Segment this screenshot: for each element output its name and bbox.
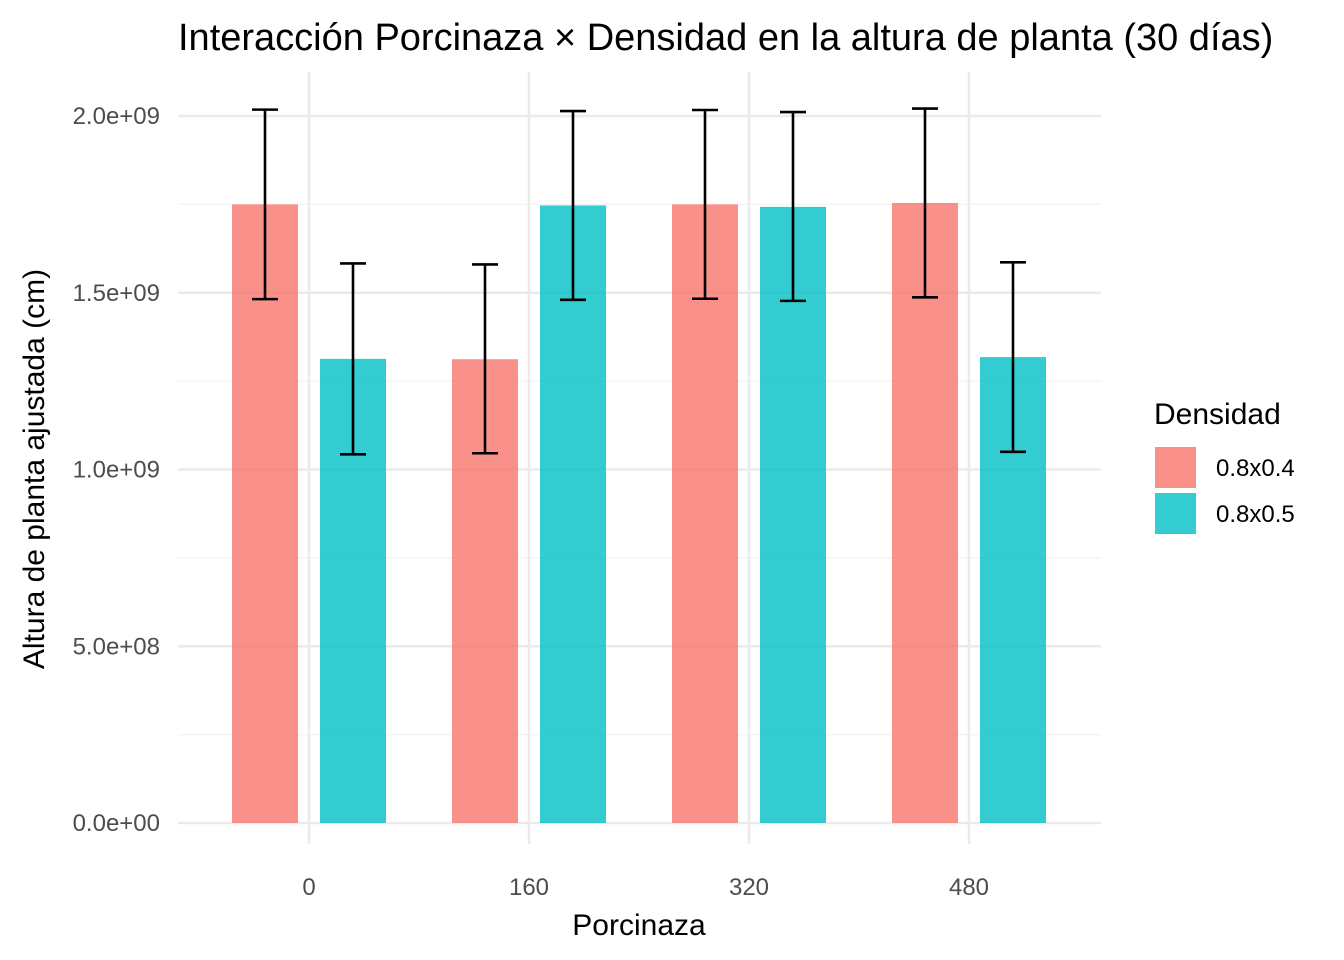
- bar: [760, 206, 826, 824]
- y-tick-label: 0.0e+00: [73, 810, 160, 837]
- legend-title: Densidad: [1154, 398, 1281, 431]
- y-tick-label: 5.0e+08: [73, 633, 160, 660]
- legend-item: 0.8x0.4: [1155, 447, 1295, 488]
- error-bar: [912, 107, 938, 299]
- error-bar: [692, 108, 718, 301]
- bars: [232, 202, 1046, 824]
- y-tick-label: 1.0e+09: [73, 457, 160, 484]
- x-tick-label: 160: [509, 874, 549, 901]
- y-axis-ticks: 0.0e+00 5.0e+08 1.0e+09 1.5e+09 2.0e+09: [73, 103, 160, 837]
- bar: [672, 204, 738, 823]
- legend-swatch: [1155, 493, 1196, 534]
- legend-item: 0.8x0.5: [1155, 493, 1295, 534]
- error-bars: [252, 107, 1026, 456]
- bar: [892, 202, 958, 823]
- x-tick-label: 320: [729, 874, 769, 901]
- error-bar: [252, 108, 278, 301]
- x-axis-ticks: 0 160 320 480: [302, 874, 989, 901]
- bar: [540, 205, 606, 824]
- chart-title: Interacción Porcinaza × Densidad en la a…: [178, 17, 1273, 59]
- x-axis-title: Porcinaza: [572, 909, 706, 942]
- legend: Densidad 0.8x0.4 0.8x0.5: [1154, 398, 1295, 534]
- y-tick-label: 2.0e+09: [73, 103, 160, 130]
- legend-items: 0.8x0.4 0.8x0.5: [1155, 447, 1295, 534]
- legend-swatch: [1155, 447, 1196, 488]
- error-bar: [780, 110, 806, 303]
- y-axis-title: Altura de planta ajustada (cm): [18, 269, 51, 669]
- grid: [178, 72, 1101, 844]
- error-bar: [340, 262, 366, 456]
- error-bar: [472, 263, 498, 455]
- legend-label: 0.8x0.4: [1216, 455, 1295, 482]
- y-tick-label: 1.5e+09: [73, 280, 160, 307]
- legend-label: 0.8x0.5: [1216, 501, 1295, 528]
- error-bar: [560, 109, 586, 302]
- error-bar: [1000, 261, 1026, 454]
- x-tick-label: 480: [949, 874, 989, 901]
- x-tick-label: 0: [302, 874, 315, 901]
- bar: [232, 204, 298, 823]
